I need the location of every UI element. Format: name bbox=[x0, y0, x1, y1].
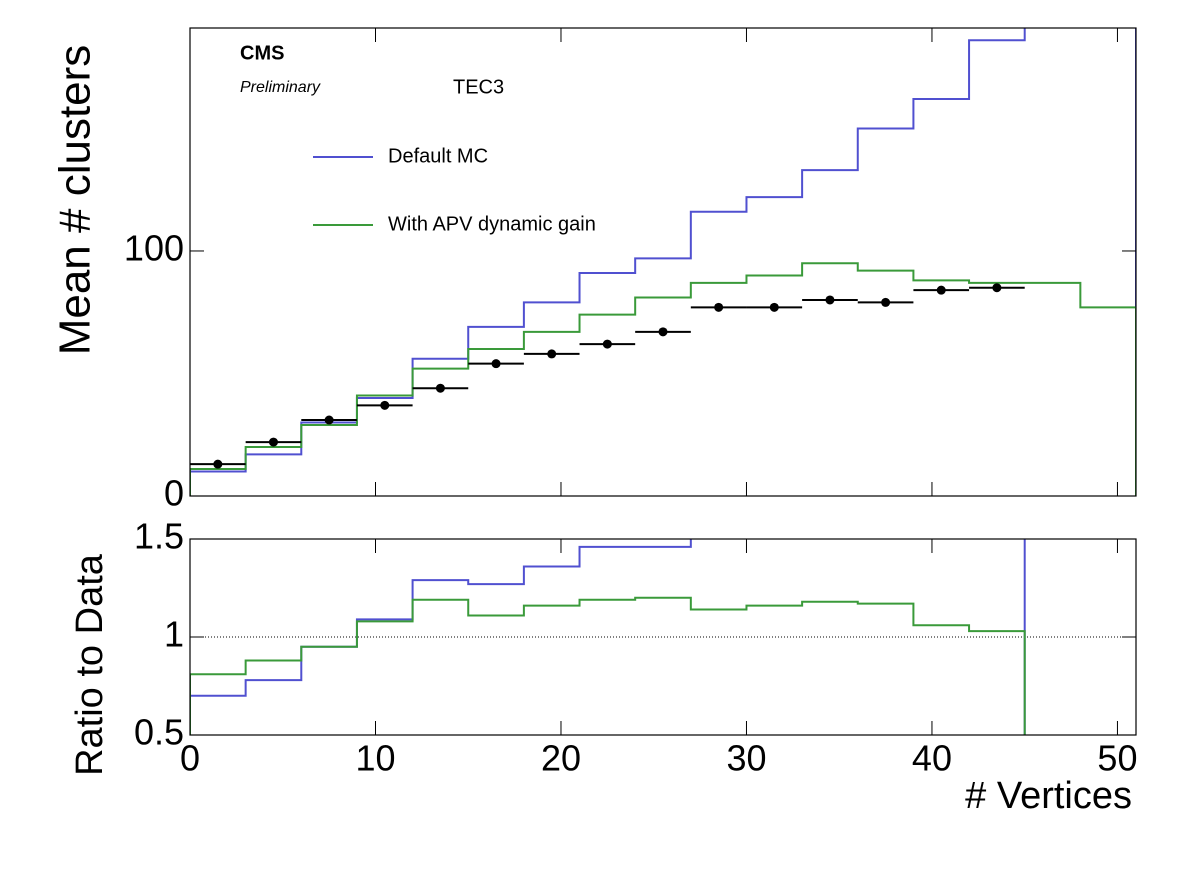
y-axis-title: Mean # clusters bbox=[51, 45, 100, 356]
plot-area bbox=[190, 28, 1136, 496]
y-tick-label: 1.5 bbox=[134, 516, 184, 557]
x-tick-label: 10 bbox=[355, 738, 395, 779]
data-point bbox=[825, 295, 835, 305]
data-point bbox=[769, 302, 779, 312]
data-point bbox=[324, 415, 334, 425]
data-point bbox=[547, 349, 557, 359]
y-tick-label: 0 bbox=[164, 473, 184, 514]
frame bbox=[189, 27, 1137, 497]
data-point bbox=[881, 297, 891, 307]
y-tick-label: 100 bbox=[124, 227, 184, 268]
data-point bbox=[602, 339, 612, 349]
x-tick-label: 30 bbox=[726, 738, 766, 779]
data-point bbox=[992, 283, 1002, 293]
x-tick-label: 50 bbox=[1097, 738, 1137, 779]
x-axis-title: # Vertices bbox=[965, 775, 1132, 817]
data-point bbox=[268, 437, 278, 447]
ratio-axis-title: Ratio to Data bbox=[69, 553, 111, 776]
detector-label: TEC3 bbox=[453, 76, 504, 98]
step-line bbox=[190, 539, 1136, 735]
data-point bbox=[491, 359, 501, 369]
preliminary-label: Preliminary bbox=[240, 79, 321, 96]
step-line bbox=[190, 28, 1136, 496]
data-point bbox=[936, 285, 946, 295]
step-line bbox=[190, 262, 1136, 496]
data-point bbox=[714, 302, 724, 312]
legend-label: With APV dynamic gain bbox=[388, 213, 596, 235]
data-point bbox=[435, 383, 445, 393]
y-tick-label: 1 bbox=[164, 614, 184, 655]
x-tick-label: 20 bbox=[541, 738, 581, 779]
data-point bbox=[658, 327, 668, 337]
y-tick-label: 0.5 bbox=[134, 712, 184, 753]
data-point bbox=[380, 400, 390, 410]
step-line bbox=[190, 596, 1136, 735]
x-tick-label: 40 bbox=[912, 738, 952, 779]
cms-label: CMS bbox=[240, 42, 284, 64]
legend-label: Default MC bbox=[388, 145, 488, 167]
x-tick-label: 0 bbox=[180, 738, 200, 779]
data-point bbox=[213, 459, 223, 469]
plot-area bbox=[190, 539, 1136, 735]
